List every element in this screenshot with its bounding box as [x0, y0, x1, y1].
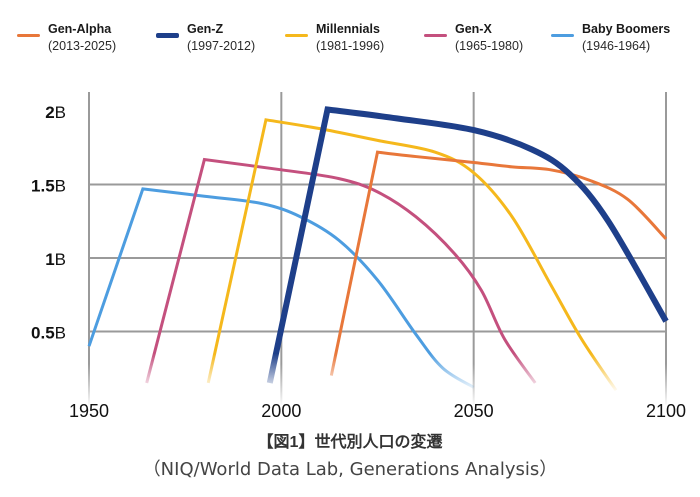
legend-swatch-baby-boomers	[551, 34, 574, 37]
legend-swatch-gen-x	[424, 34, 447, 37]
legend-range: (1965-1980)	[455, 39, 524, 53]
legend-name: Gen-Alpha	[48, 22, 112, 36]
grid	[86, 92, 669, 407]
y-tick-label: 1B	[45, 250, 66, 269]
legend-name: Baby Boomers	[582, 22, 671, 36]
y-tick-label: 0.5B	[31, 324, 66, 343]
y-tick-label: 1.5B	[31, 177, 66, 196]
legend-range: (1981-1996)	[316, 39, 385, 53]
series-line-gen-alpha	[329, 150, 668, 376]
series-line-gen-z	[266, 106, 669, 384]
y-axis: 0.5B 1B 1.5B 2B	[31, 103, 66, 343]
y-tick-label: 2B	[45, 103, 66, 122]
legend-range: (1946-1964)	[582, 39, 651, 53]
legend-range: (2013-2025)	[48, 39, 117, 53]
x-tick-label: 2000	[261, 401, 301, 421]
grid-fade	[86, 363, 669, 407]
series	[87, 106, 669, 392]
x-axis: 1950 2000 2050 2100	[69, 401, 686, 421]
figure-source: （NIQ/World Data Lab, Generations Analysi…	[142, 459, 558, 480]
legend-name: Gen-X	[455, 22, 492, 36]
legend-swatch-gen-z	[156, 33, 179, 38]
legend-range: (1997-2012)	[187, 39, 256, 53]
legend-name: Millennials	[316, 22, 380, 36]
legend-swatch-millennials	[285, 34, 308, 37]
series-line-gen-x	[145, 157, 537, 384]
legend-swatch-gen-alpha	[17, 34, 40, 37]
x-tick-label: 1950	[69, 401, 109, 421]
series-line-millennials	[206, 118, 618, 392]
line-chart: 0.5B 1B 1.5B 2B 1950 2000 2050 2100	[31, 92, 686, 421]
x-tick-label: 2100	[646, 401, 686, 421]
figure-title: 【図1】世代別人口の変遷	[257, 434, 443, 451]
x-tick-label: 2050	[454, 401, 494, 421]
legend: Gen-Alpha (2013-2025) Gen-Z (1997-2012) …	[0, 22, 700, 62]
series-line-baby-boomers	[87, 187, 475, 389]
legend-name: Gen-Z	[187, 22, 224, 36]
